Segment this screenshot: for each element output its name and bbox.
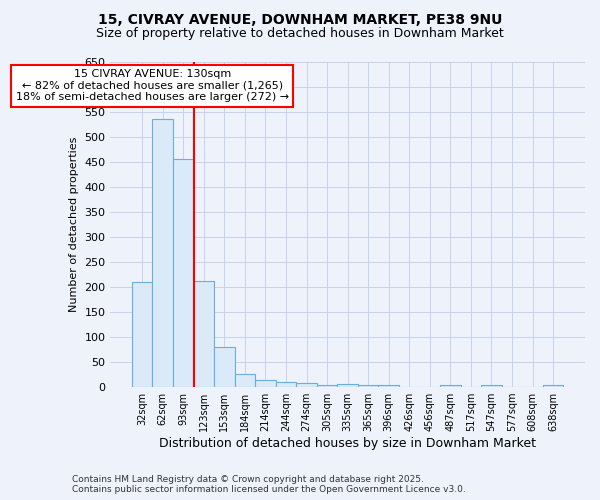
Bar xyxy=(255,380,276,387)
Bar xyxy=(523,386,543,387)
Bar xyxy=(235,374,255,387)
Bar xyxy=(419,386,440,387)
Text: 15, CIVRAY AVENUE, DOWNHAM MARKET, PE38 9NU: 15, CIVRAY AVENUE, DOWNHAM MARKET, PE38 … xyxy=(98,12,502,26)
Bar xyxy=(337,384,358,387)
Bar xyxy=(502,386,523,387)
Text: Contains HM Land Registry data © Crown copyright and database right 2025.
Contai: Contains HM Land Registry data © Crown c… xyxy=(72,474,466,494)
Bar xyxy=(173,159,194,387)
Bar xyxy=(194,281,214,387)
Bar xyxy=(461,386,481,387)
Text: Size of property relative to detached houses in Downham Market: Size of property relative to detached ho… xyxy=(96,28,504,40)
Bar xyxy=(317,384,337,387)
Text: 15 CIVRAY AVENUE: 130sqm
← 82% of detached houses are smaller (1,265)
18% of sem: 15 CIVRAY AVENUE: 130sqm ← 82% of detach… xyxy=(16,69,289,102)
Bar xyxy=(399,386,419,387)
Bar xyxy=(296,383,317,387)
Bar xyxy=(481,385,502,387)
Bar xyxy=(358,384,379,387)
Y-axis label: Number of detached properties: Number of detached properties xyxy=(69,136,79,312)
Bar xyxy=(214,347,235,387)
Bar xyxy=(152,119,173,387)
Bar xyxy=(276,382,296,387)
Bar xyxy=(379,385,399,387)
Bar xyxy=(132,282,152,387)
Bar xyxy=(543,385,563,387)
X-axis label: Distribution of detached houses by size in Downham Market: Distribution of detached houses by size … xyxy=(159,437,536,450)
Bar xyxy=(440,385,461,387)
